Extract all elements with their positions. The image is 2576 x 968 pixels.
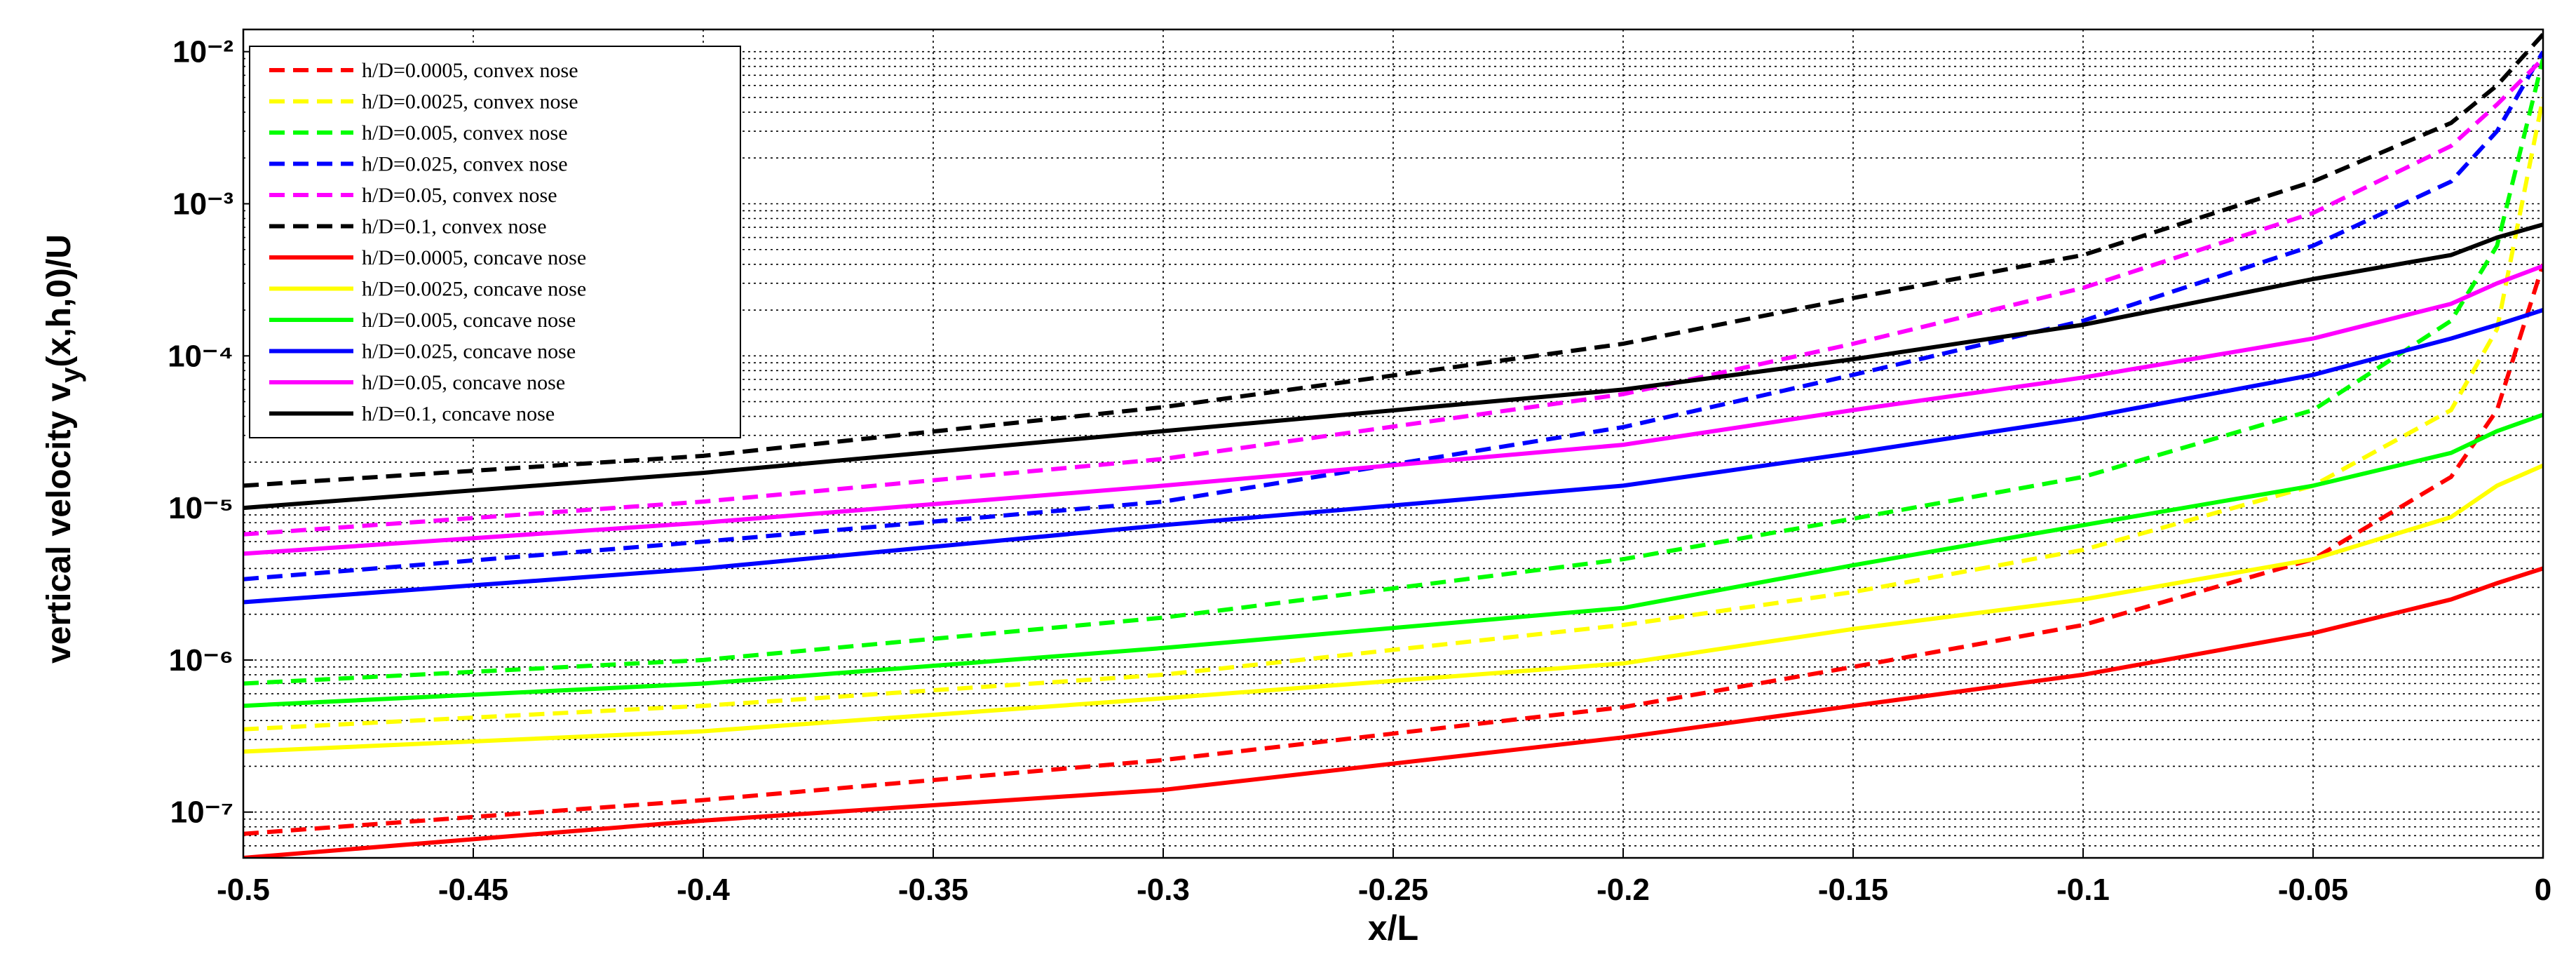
series-line [243,264,2543,556]
plot-frame [242,28,2544,859]
legend-label: h/D=0.025, concave nose [362,340,576,363]
y-axis-label-rest: (x,h,0)/U [41,234,78,367]
legend-label: h/D=0.025, convex nose [362,153,568,176]
y-tick-label: 10⁻⁴ [168,339,233,373]
x-tick-label: -0.25 [1358,873,1428,907]
legend-label: h/D=0.0025, concave nose [362,278,586,301]
series-line [243,463,2543,754]
x-tick-label: -0.15 [1818,873,1888,907]
y-tick-label: 10⁻⁶ [169,643,233,678]
x-tick-label: -0.2 [1597,873,1650,907]
series-line [243,308,2543,605]
series-line [243,97,2543,732]
y-axis-label: vertical velocity vy(x,h,0)/U [41,234,86,664]
y-tick-label: 10⁻⁵ [168,491,233,525]
x-tick-label: -0.3 [1137,873,1190,907]
x-tick-label: -0.1 [2056,873,2110,907]
y-tick-label: 10⁻² [172,35,233,69]
legend-label: h/D=0.005, convex nose [362,121,568,144]
y-tick-label: 10⁻⁷ [170,795,233,830]
series-line [243,222,2543,511]
x-tick-label: -0.05 [2278,873,2348,907]
x-tick-label: -0.4 [677,873,730,907]
y-axis-label-sub: y [55,367,86,383]
x-axis-label: x/L [1368,908,1418,948]
series-line [243,32,2543,488]
series-line [243,51,2543,582]
legend-label: h/D=0.0005, convex nose [362,59,578,82]
x-tick-label: -0.45 [438,873,508,907]
series-line [243,412,2543,708]
legend-label: h/D=0.05, convex nose [362,184,557,207]
series-line [243,58,2543,686]
legend-label: h/D=0.05, concave nose [362,371,565,394]
x-tick-label: -0.35 [898,873,968,907]
legend-label: h/D=0.0025, convex nose [362,90,578,114]
legend-label: h/D=0.1, concave nose [362,403,555,426]
y-tick-label: 10⁻³ [172,187,233,221]
series-line [243,566,2543,858]
y-axis-label-main: vertical velocity v [41,382,78,664]
legend-label: h/D=0.1, convex nose [362,215,547,238]
x-tick-label: -0.5 [217,873,270,907]
legend-box [249,46,741,438]
x-tick-label: 0 [2535,873,2551,907]
legend-label: h/D=0.0005, concave nose [362,246,586,269]
legend-label: h/D=0.005, concave nose [362,309,576,332]
legend: h/D=0.0005, convex nose h/D=0.0025, conve… [249,46,741,438]
series-line [243,57,2543,537]
